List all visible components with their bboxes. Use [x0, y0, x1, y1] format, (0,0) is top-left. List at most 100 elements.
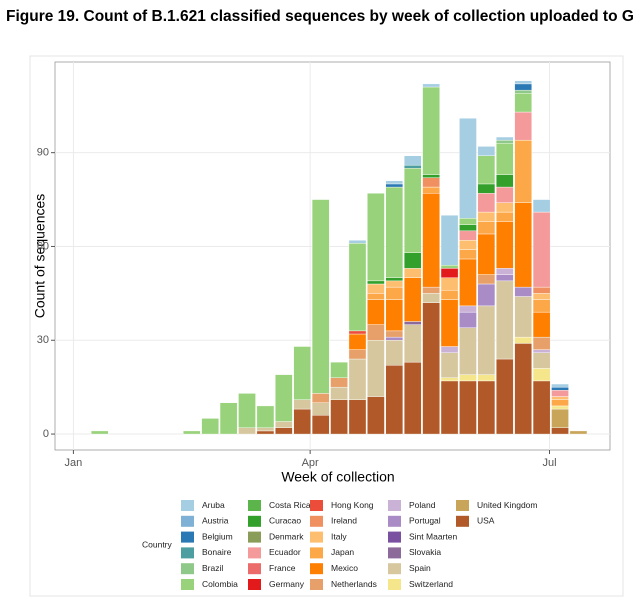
bar-segment: [532, 349, 551, 353]
legend-label: United Kingdom: [477, 500, 537, 510]
bar-segment: [403, 252, 422, 269]
bar-segment: [183, 430, 201, 435]
bar-segment: [459, 118, 477, 219]
bar-segment: [348, 330, 367, 335]
bar-segment: [385, 280, 404, 288]
bar-segment: [348, 240, 367, 244]
legend-label: Denmark: [269, 531, 304, 541]
x-axis-title: Week of collection: [281, 469, 394, 485]
legend-label: Austria: [202, 516, 229, 526]
bar-segment: [569, 430, 588, 435]
y-tick-label: 30: [37, 334, 49, 346]
legend-label: Aruba: [202, 500, 225, 510]
bar-segment: [551, 390, 569, 397]
chart-title: Figure 19. Count of B.1.621 classified s…: [6, 8, 634, 25]
bar-segment: [385, 299, 404, 332]
legend-label: Sint Maarten: [409, 531, 457, 541]
legend-key: [181, 563, 194, 575]
bar-segment: [367, 396, 385, 435]
bar-segment: [238, 393, 256, 429]
bar-segment: [422, 174, 440, 178]
bar-segment: [551, 399, 569, 407]
bar-segment: [311, 393, 330, 403]
legend-key: [248, 500, 261, 511]
legend-label: USA: [477, 516, 495, 526]
bar-segment: [293, 408, 311, 435]
bar-segment: [256, 430, 275, 435]
bar-segment: [348, 349, 367, 360]
legend-label: France: [269, 563, 296, 573]
bar-segment: [440, 277, 459, 291]
bar-segment: [551, 396, 569, 400]
bar-segment: [311, 415, 330, 435]
legend-label: Netherlands: [331, 579, 377, 589]
bar-segment: [367, 280, 385, 285]
legend-key: [181, 500, 194, 511]
bar-segment: [311, 199, 330, 394]
bar-segment: [459, 311, 477, 328]
legend-key: [456, 515, 469, 527]
bar-segment: [514, 286, 532, 297]
bar-segment: [348, 358, 367, 400]
legend-key: [388, 563, 401, 575]
bar-segment: [385, 340, 404, 366]
bar-segment: [403, 168, 422, 253]
bar-segment: [514, 296, 532, 338]
bar-segment: [348, 399, 367, 435]
bar-segment: [440, 290, 459, 300]
legend-key: [248, 563, 261, 575]
bar-segment: [403, 321, 422, 325]
bar-segment: [440, 268, 459, 278]
bar-segment: [440, 352, 459, 378]
bar-segment: [496, 139, 514, 144]
bar-segment: [532, 380, 551, 435]
bar-segment: [477, 155, 496, 185]
bar-segment: [514, 111, 532, 141]
bar-segment: [477, 305, 496, 375]
bar-segment: [551, 427, 569, 435]
bar-segment: [256, 427, 275, 432]
legend-key: [248, 531, 261, 543]
legend-key: [310, 547, 323, 559]
x-tick-label: Jul: [542, 457, 556, 469]
bar-segment: [385, 286, 404, 300]
legend-key: [248, 547, 261, 559]
y-tick-label: 0: [43, 428, 49, 440]
legend-label: Ireland: [331, 516, 357, 526]
legend-label: Germany: [269, 579, 305, 589]
bar-segment: [422, 293, 440, 303]
legend-key: [388, 500, 401, 511]
legend-key: [310, 515, 323, 527]
bar-segment: [477, 221, 496, 235]
bar-segment: [367, 293, 385, 300]
legend-key: [310, 531, 323, 543]
x-tick-label: Apr: [302, 457, 319, 469]
bar-segment: [367, 324, 385, 341]
bar-segment: [477, 374, 496, 382]
bar-segment: [385, 183, 404, 188]
bar-segment: [440, 380, 459, 435]
bar-segment: [514, 93, 532, 113]
legend-key: [388, 515, 401, 527]
bar-segment: [385, 180, 404, 185]
legend-label: Belgium: [202, 531, 233, 541]
bar-segment: [532, 286, 551, 294]
legend-label: Switzerland: [409, 579, 453, 589]
legend-key: [248, 515, 261, 527]
bar-segment: [477, 146, 496, 156]
bar-segment: [496, 211, 514, 222]
bar-segment: [459, 305, 477, 313]
bar-segment: [477, 283, 496, 307]
bar-segment: [459, 230, 477, 241]
bar-segment: [90, 430, 109, 435]
legend-key: [310, 563, 323, 575]
bar-segment: [367, 193, 385, 282]
bar-segment: [422, 83, 440, 88]
legend-label: Colombia: [202, 579, 238, 589]
legend-key: [181, 579, 194, 590]
legend-key: [310, 500, 323, 511]
legend-label: Portugal: [409, 516, 441, 526]
bar-segment: [496, 186, 514, 203]
bar-segment: [403, 324, 422, 363]
legend-label: Japan: [331, 547, 354, 557]
